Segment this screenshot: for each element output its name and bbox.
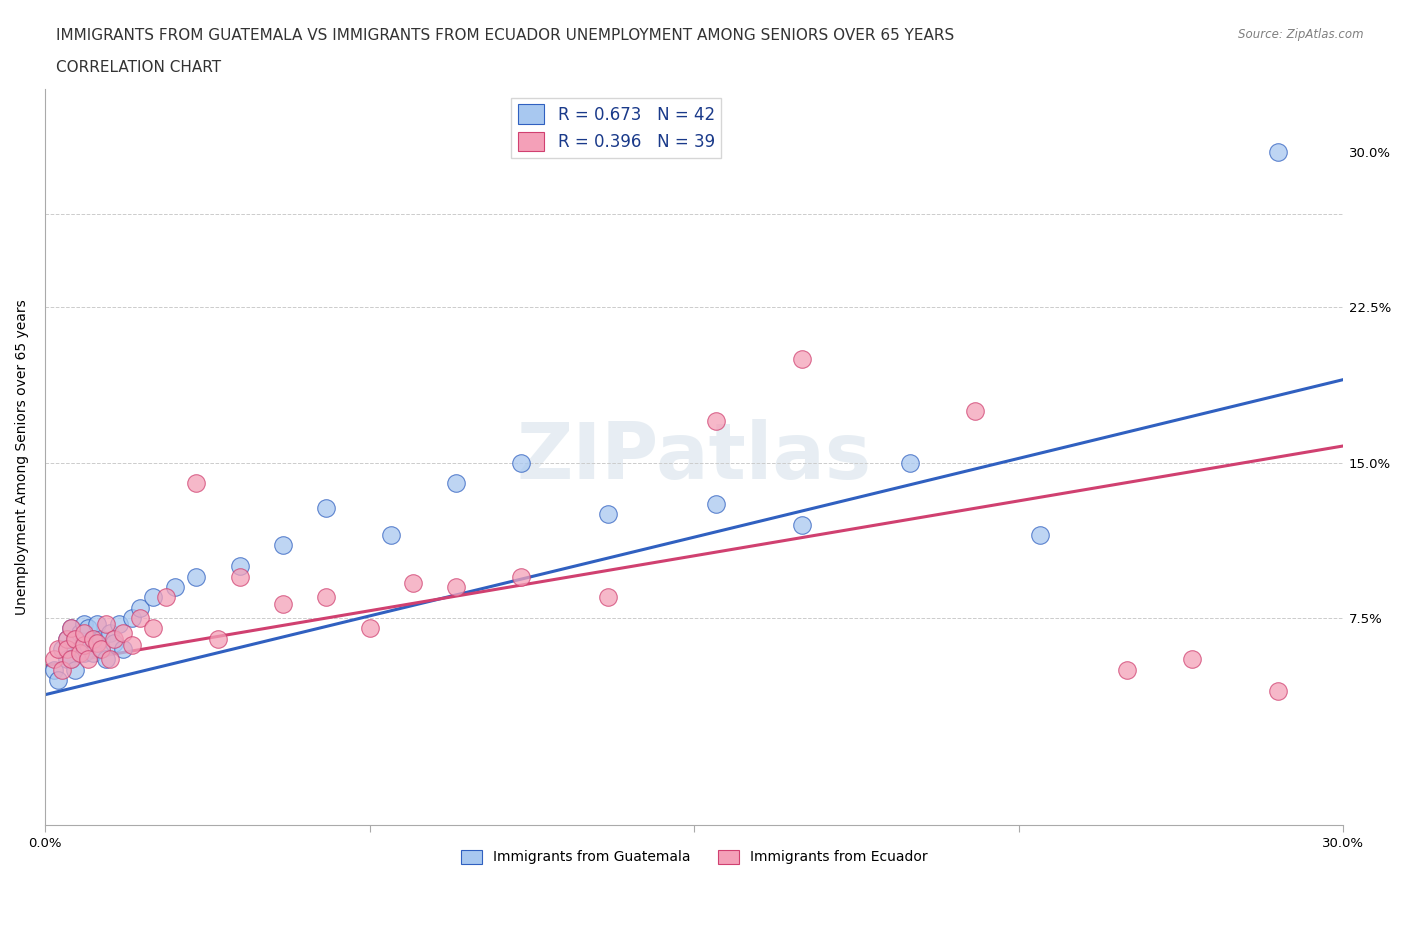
Point	[111, 625, 134, 640]
Point	[94, 617, 117, 631]
Point	[90, 642, 112, 657]
Point	[129, 611, 152, 626]
Point	[186, 569, 208, 584]
Point	[55, 631, 77, 646]
Point	[86, 635, 108, 650]
Text: ZIPatlas: ZIPatlas	[516, 419, 872, 496]
Point	[228, 569, 250, 584]
Point	[315, 590, 337, 604]
Point	[1029, 527, 1052, 542]
Point	[510, 455, 533, 470]
Point	[73, 617, 96, 631]
Point	[704, 497, 727, 512]
Point	[121, 611, 143, 626]
Point	[1181, 652, 1204, 667]
Point	[65, 662, 87, 677]
Point	[69, 645, 91, 660]
Point	[103, 635, 125, 650]
Point	[82, 631, 104, 646]
Text: Source: ZipAtlas.com: Source: ZipAtlas.com	[1239, 28, 1364, 41]
Point	[77, 638, 100, 653]
Point	[163, 579, 186, 594]
Point	[228, 559, 250, 574]
Point	[73, 645, 96, 660]
Point	[121, 638, 143, 653]
Point	[94, 652, 117, 667]
Point	[73, 638, 96, 653]
Y-axis label: Unemployment Among Seniors over 65 years: Unemployment Among Seniors over 65 years	[15, 299, 30, 616]
Point	[510, 569, 533, 584]
Point	[73, 625, 96, 640]
Point	[380, 527, 402, 542]
Point	[900, 455, 922, 470]
Point	[155, 590, 177, 604]
Point	[90, 642, 112, 657]
Point	[271, 596, 294, 611]
Legend: Immigrants from Guatemala, Immigrants from Ecuador: Immigrants from Guatemala, Immigrants fr…	[456, 844, 934, 870]
Point	[59, 621, 82, 636]
Point	[965, 404, 987, 418]
Point	[69, 642, 91, 657]
Point	[46, 642, 69, 657]
Point	[59, 652, 82, 667]
Point	[704, 414, 727, 429]
Point	[315, 500, 337, 515]
Point	[1267, 684, 1289, 698]
Point	[142, 590, 165, 604]
Point	[103, 631, 125, 646]
Point	[86, 617, 108, 631]
Point	[55, 631, 77, 646]
Point	[42, 652, 65, 667]
Point	[46, 672, 69, 687]
Point	[1115, 662, 1137, 677]
Point	[55, 642, 77, 657]
Point	[1267, 144, 1289, 159]
Point	[65, 631, 87, 646]
Point	[792, 517, 814, 532]
Point	[596, 590, 619, 604]
Point	[359, 621, 381, 636]
Point	[98, 652, 121, 667]
Point	[271, 538, 294, 553]
Point	[51, 662, 73, 677]
Text: CORRELATION CHART: CORRELATION CHART	[56, 60, 221, 75]
Point	[98, 625, 121, 640]
Point	[51, 642, 73, 657]
Point	[65, 631, 87, 646]
Point	[142, 621, 165, 636]
Point	[77, 652, 100, 667]
Point	[129, 600, 152, 615]
Point	[90, 631, 112, 646]
Point	[59, 652, 82, 667]
Point	[792, 352, 814, 366]
Point	[55, 652, 77, 667]
Text: IMMIGRANTS FROM GUATEMALA VS IMMIGRANTS FROM ECUADOR UNEMPLOYMENT AMONG SENIORS : IMMIGRANTS FROM GUATEMALA VS IMMIGRANTS …	[56, 28, 955, 43]
Point	[186, 476, 208, 491]
Point	[444, 476, 467, 491]
Point	[82, 645, 104, 660]
Point	[69, 625, 91, 640]
Point	[82, 631, 104, 646]
Point	[207, 631, 229, 646]
Point	[77, 621, 100, 636]
Point	[59, 621, 82, 636]
Point	[596, 507, 619, 522]
Point	[42, 662, 65, 677]
Point	[107, 617, 129, 631]
Point	[444, 579, 467, 594]
Point	[402, 576, 425, 591]
Point	[111, 642, 134, 657]
